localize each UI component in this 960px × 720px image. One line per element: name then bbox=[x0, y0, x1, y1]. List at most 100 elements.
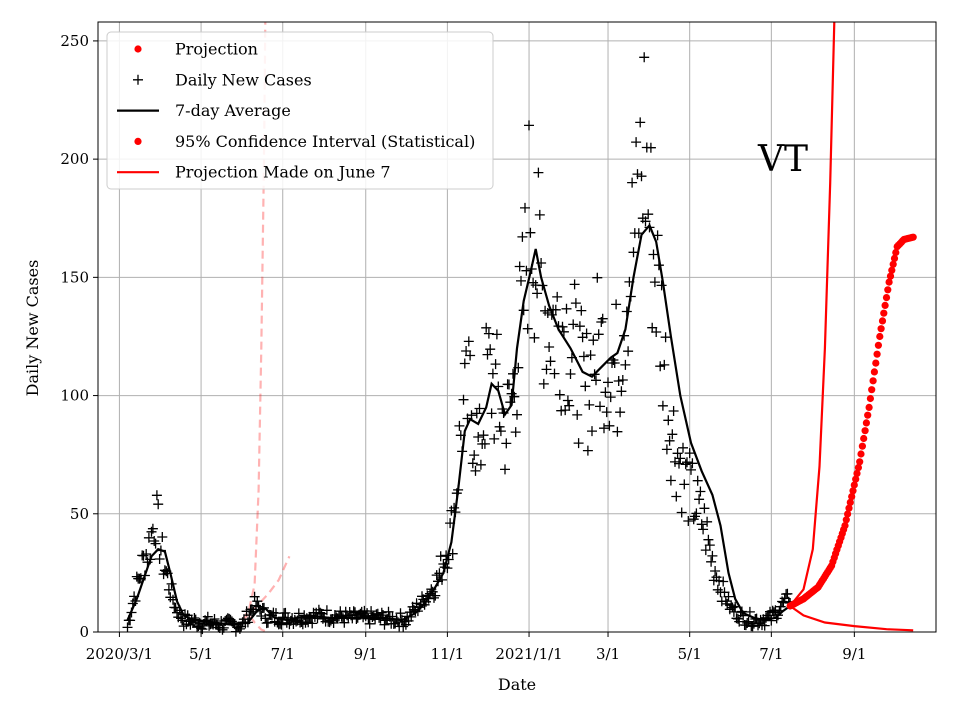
daily-case-point bbox=[280, 607, 291, 618]
projection-point bbox=[892, 248, 900, 257]
daily-case-point bbox=[465, 350, 476, 361]
daily-case-point bbox=[612, 426, 623, 437]
daily-case-point bbox=[632, 169, 643, 180]
daily-case-point bbox=[550, 304, 561, 315]
daily-case-point bbox=[623, 346, 634, 357]
legend-label: Projection bbox=[175, 40, 258, 59]
daily-case-point bbox=[470, 465, 481, 476]
annotation-vt: VT bbox=[757, 139, 808, 180]
daily-case-point bbox=[595, 401, 605, 412]
daily-case-point bbox=[699, 503, 710, 514]
daily-case-point bbox=[351, 614, 362, 624]
daily-case-point bbox=[263, 617, 273, 628]
daily-case-point bbox=[153, 499, 164, 510]
daily-case-point bbox=[603, 377, 613, 388]
daily-case-point bbox=[554, 389, 565, 400]
daily-case-point bbox=[321, 605, 332, 616]
daily-case-point bbox=[165, 592, 176, 603]
seven-day-average-line bbox=[126, 223, 791, 627]
legend-marker-plus bbox=[133, 74, 143, 85]
daily-case-point bbox=[194, 618, 205, 629]
daily-case-point bbox=[491, 329, 502, 340]
daily-case-point bbox=[252, 596, 263, 607]
daily-case-point bbox=[782, 588, 793, 599]
daily-case-point bbox=[587, 426, 597, 437]
projection-point bbox=[888, 266, 896, 274]
daily-case-point bbox=[481, 322, 492, 333]
daily-case-point bbox=[485, 344, 496, 355]
daily-case-point bbox=[303, 617, 314, 628]
daily-case-point bbox=[601, 407, 612, 418]
projection-point bbox=[886, 272, 895, 280]
daily-case-point bbox=[675, 453, 686, 464]
projection-point bbox=[864, 411, 872, 419]
daily-case-point bbox=[251, 600, 261, 611]
daily-case-point bbox=[483, 328, 494, 339]
daily-case-point bbox=[674, 458, 684, 469]
daily-case-point bbox=[648, 249, 659, 260]
daily-case-point bbox=[680, 459, 691, 470]
projection-point bbox=[861, 427, 869, 435]
daily-case-point bbox=[395, 608, 406, 619]
projection-point bbox=[880, 309, 888, 317]
daily-case-point bbox=[486, 408, 497, 419]
projection-point bbox=[890, 254, 899, 262]
y-tick-label: 50 bbox=[70, 505, 89, 523]
daily-case-point bbox=[691, 508, 702, 519]
daily-case-point bbox=[572, 409, 583, 420]
projection-point bbox=[841, 522, 849, 530]
x-tick-label: 2021/1/1 bbox=[495, 645, 562, 663]
daily-case-point bbox=[647, 322, 658, 333]
daily-case-point bbox=[249, 591, 260, 602]
daily-case-point bbox=[487, 368, 498, 379]
legend-marker-dot bbox=[134, 137, 142, 145]
projection-point bbox=[844, 510, 852, 518]
daily-case-point bbox=[176, 613, 186, 624]
daily-case-point bbox=[684, 448, 695, 459]
daily-case-point bbox=[560, 405, 571, 416]
projection-point bbox=[849, 487, 857, 495]
legend: Projection Daily New Cases 7-day Average 95… bbox=[106, 31, 494, 190]
daily-case-point bbox=[700, 545, 711, 556]
daily-case-point bbox=[461, 346, 472, 356]
daily-case-point bbox=[458, 394, 469, 405]
daily-case-point bbox=[635, 117, 646, 128]
daily-case-point bbox=[581, 328, 592, 339]
daily-case-point bbox=[682, 457, 692, 468]
x-tick-label: 11/1 bbox=[431, 645, 465, 663]
daily-case-point bbox=[722, 598, 733, 609]
daily-case-point bbox=[275, 618, 286, 629]
y-axis-title: Daily New Cases bbox=[23, 260, 42, 397]
daily-case-point bbox=[533, 167, 544, 178]
projection-point bbox=[869, 377, 877, 385]
daily-case-point bbox=[679, 479, 690, 490]
daily-case-point bbox=[585, 350, 596, 361]
projection-point bbox=[882, 294, 891, 302]
daily-case-point bbox=[628, 247, 639, 258]
daily-case-point bbox=[576, 305, 587, 316]
daily-case-point bbox=[636, 171, 647, 182]
daily-case-point bbox=[678, 442, 688, 453]
plot-series bbox=[122, 21, 917, 637]
daily-case-point bbox=[362, 608, 373, 619]
projection-point bbox=[846, 498, 854, 506]
daily-case-point bbox=[525, 227, 536, 238]
daily-case-point bbox=[489, 433, 500, 444]
daily-case-point bbox=[766, 615, 777, 626]
daily-case-point bbox=[714, 575, 725, 586]
daily-case-point bbox=[671, 491, 682, 502]
daily-case-point bbox=[759, 620, 770, 631]
daily-case-point bbox=[707, 550, 718, 561]
daily-case-point bbox=[704, 540, 715, 551]
projection-point bbox=[873, 350, 881, 358]
daily-case-point bbox=[660, 332, 671, 343]
daily-case-point bbox=[564, 400, 575, 411]
daily-case-point bbox=[541, 364, 552, 375]
daily-case-point bbox=[379, 619, 390, 630]
daily-case-point bbox=[524, 120, 534, 131]
daily-case-point bbox=[178, 621, 189, 632]
daily-case-point bbox=[570, 298, 581, 309]
legend-marker-dot bbox=[134, 45, 142, 53]
daily-case-point bbox=[528, 277, 539, 288]
daily-case-point bbox=[657, 400, 668, 411]
